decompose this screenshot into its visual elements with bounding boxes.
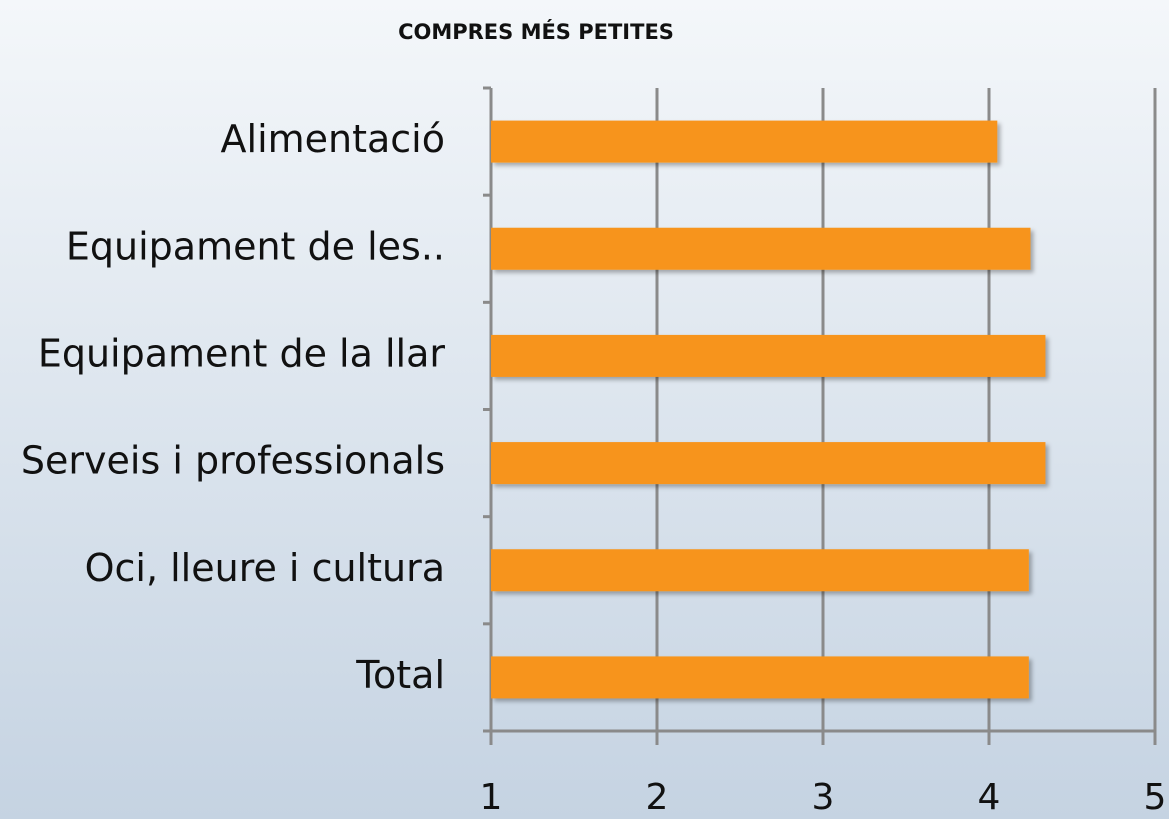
y-tick-label: Equipament de les..: [66, 224, 445, 268]
y-tick-label: Serveis i professionals: [21, 439, 445, 483]
x-tick-label: 1: [480, 777, 503, 818]
chart-title: COMPRES MÉS PETITES: [398, 19, 674, 44]
x-tick-label: 5: [1144, 777, 1167, 818]
bar: [491, 120, 998, 163]
bar: [491, 227, 1031, 270]
y-tick-label: Total: [355, 653, 445, 697]
x-tick-label: 3: [812, 777, 835, 818]
y-tick-label: Oci, lleure i cultura: [85, 546, 445, 590]
bar: [491, 656, 1029, 699]
y-tick-label: Alimentació: [221, 117, 445, 161]
bar: [491, 549, 1029, 592]
x-tick-label: 2: [646, 777, 669, 818]
bar: [491, 334, 1046, 377]
bar: [491, 442, 1046, 485]
y-tick-label: Equipament de la llar: [38, 331, 446, 375]
x-tick-label: 4: [978, 777, 1001, 818]
